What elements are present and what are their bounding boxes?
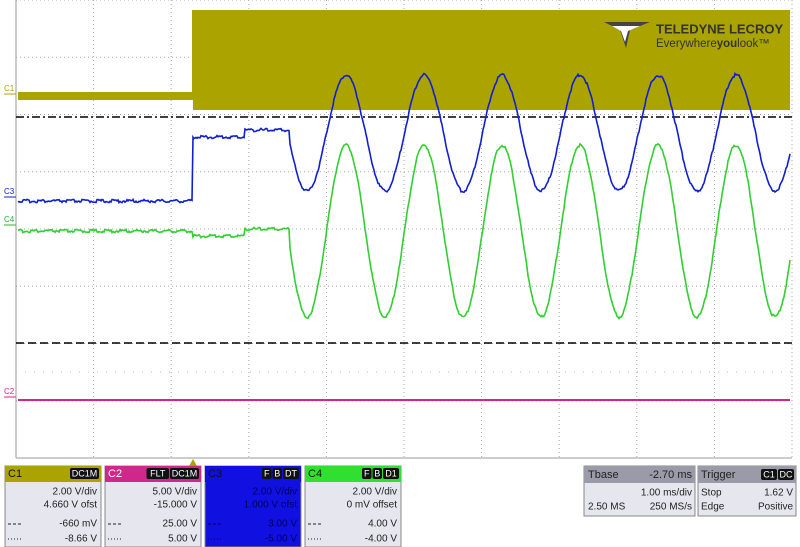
channel-scale: 2.00 V/div — [253, 487, 297, 498]
logo-icon-inner — [612, 26, 640, 42]
tag-box — [70, 468, 99, 479]
logo-brand: TELEDYNE LECROY — [656, 21, 783, 36]
trigger-marker — [189, 459, 197, 466]
logo-icon — [604, 22, 650, 48]
channel-label: C1 — [8, 468, 22, 480]
trigger-label: Trigger — [701, 469, 736, 481]
trace-marker: C2 — [4, 387, 15, 396]
tag-box — [170, 468, 199, 479]
tag-box — [761, 469, 777, 480]
channel-scale: 2.00 V/div — [53, 487, 97, 498]
tag: DC1M — [172, 468, 198, 478]
tag: F — [364, 468, 370, 478]
trace-marker: C1 — [4, 84, 15, 93]
channel-offset: 1.000 V ofst — [244, 500, 298, 511]
timebase-panel: Tbase -2.70 ms 1.00 ms/div 2.50 MS 250 MS/s — [583, 465, 696, 517]
channel-scale: 2.00 V/div — [353, 487, 397, 498]
timebase-samples: 2.50 MS — [588, 502, 626, 513]
channel-upper: 3.00 V — [268, 519, 297, 530]
channel-lower: 5.00 V — [168, 534, 197, 545]
trigger-mode: Stop — [701, 488, 722, 499]
channel-panel: C3 DT BF 2.00 V/div 1.000 V ofst 3.00 V -5.00 … — [204, 465, 302, 547]
tag: B — [274, 468, 280, 478]
tag: D1 — [385, 468, 397, 478]
tagline-end: look™ — [737, 38, 770, 50]
channel-lower: -4.00 V — [365, 534, 398, 545]
timebase-scale: 1.00 ms/div — [641, 488, 692, 499]
logo: TELEDYNE LECROY Everywhereyoulook™ — [604, 21, 783, 50]
panels: C1 DC1M 2.00 V/div 4.660 V ofst -660 mV -8.66… — [4, 465, 797, 547]
channel-upper: -660 mV — [59, 519, 97, 530]
channel-panel: C1 DC1M 2.00 V/div 4.660 V ofst -660 mV -8.66… — [4, 465, 102, 547]
tag-box — [283, 468, 299, 479]
trigger-kind: Edge — [701, 502, 725, 513]
tag: C1 — [763, 469, 775, 479]
channel-lower: -8.66 V — [65, 534, 98, 545]
c3-trace — [17, 72, 791, 205]
tag: DC1M — [72, 468, 98, 478]
channel-panel: C2 DC1M FLT 5.00 V/div -15.000 V 25.00 V 5.00 … — [104, 465, 202, 547]
panel-header — [584, 466, 695, 483]
trigger-panel: Trigger DC C1 Stop 1.62 V Edge Positive — [697, 465, 797, 517]
tag: DT — [285, 468, 297, 478]
channel-upper: 4.00 V — [368, 519, 397, 530]
channel-label: C2 — [108, 468, 122, 480]
channel-upper: 25.00 V — [163, 519, 198, 530]
tag-box — [272, 468, 282, 479]
trace-marker: C4 — [4, 215, 15, 224]
timebase-label: Tbase — [588, 469, 619, 481]
c4-trace — [17, 142, 791, 320]
timebase-delay: -2.70 ms — [649, 469, 692, 481]
timebase-rate: 250 MS/s — [650, 502, 692, 513]
channel-offset: 4.660 V ofst — [44, 500, 98, 511]
tag-box — [383, 468, 399, 479]
trigger-slope: Positive — [758, 502, 793, 513]
channel-lower: -5.00 V — [265, 534, 298, 545]
tag-box — [778, 469, 794, 480]
channel-label: C4 — [308, 468, 322, 480]
channel-offset: -15.000 V — [154, 500, 198, 511]
channel-offset: 0 mV offset — [347, 500, 398, 511]
trace-marker: C3 — [4, 187, 15, 196]
tagline-start: Everywhere — [656, 38, 717, 50]
channel-label: C3 — [208, 468, 222, 480]
channel-panel: C4 D1 BF 2.00 V/div 0 mV offset 4.00 V -4.00 V — [304, 465, 402, 547]
tag: DC — [780, 469, 793, 479]
traces: C1 C3 C4 C2 — [4, 10, 792, 466]
tag: F — [264, 468, 270, 478]
tagline-bold: you — [717, 38, 737, 50]
channel-scale: 5.00 V/div — [153, 487, 197, 498]
tag-box — [362, 468, 372, 479]
logo-tagline: Everywhereyoulook™ — [656, 38, 770, 50]
tag: B — [374, 468, 380, 478]
trigger-level: 1.62 V — [764, 488, 793, 499]
tag: FLT — [150, 468, 166, 478]
tag-box — [372, 468, 382, 479]
tag-box — [146, 468, 169, 479]
tag-box — [262, 468, 272, 479]
